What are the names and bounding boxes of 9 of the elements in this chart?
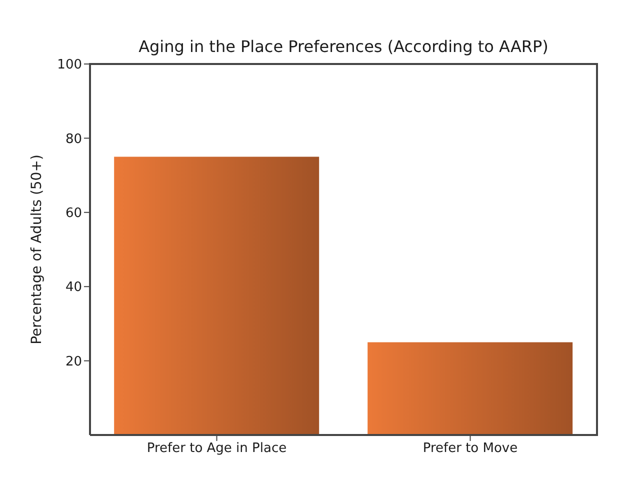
y-tick-label: 80 [65,132,82,147]
y-tick-label: 40 [65,280,82,296]
x-tick-label: Prefer to Move [422,441,518,456]
y-tick-label: 100 [57,58,82,73]
y-tick-label: 20 [65,354,82,370]
x-tick-label: Prefer to Age in Place [146,441,287,456]
chart-title: Aging in the Place Preferences (According to AARP) [138,37,550,56]
y-axis-title: Percentage of Adults (50+) [28,154,45,344]
y-tick-label: 60 [65,206,82,222]
